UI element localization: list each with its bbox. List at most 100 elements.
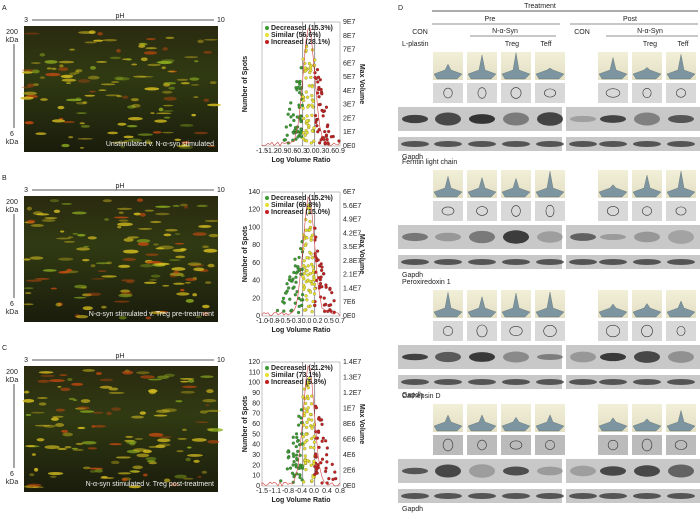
spot-point	[305, 459, 310, 463]
y-tick-label: 60	[252, 421, 260, 428]
gel-spot	[25, 413, 32, 417]
spot-point	[324, 285, 328, 289]
gel-spot	[89, 470, 97, 473]
blot-band	[600, 466, 626, 476]
spot-point	[308, 219, 312, 224]
spot-point	[310, 426, 314, 430]
spot-point	[296, 449, 300, 453]
gel-spot	[180, 288, 185, 292]
gel-spot	[161, 59, 175, 63]
gel-spot	[122, 58, 132, 61]
surface-peak	[433, 292, 463, 318]
gel-spot	[144, 141, 153, 145]
spot-crop	[467, 201, 497, 221]
spot-point	[298, 475, 302, 480]
spot-outline	[606, 324, 620, 338]
gel-spot	[168, 70, 177, 73]
gel-spot	[50, 475, 57, 478]
spot-point	[295, 457, 299, 461]
gel-spot	[174, 242, 185, 245]
spot-crop	[501, 201, 531, 221]
gel-spot	[136, 453, 150, 458]
spot-point	[285, 133, 289, 137]
legend-entry: Decreased (15.2%)	[271, 195, 333, 202]
spot-point	[320, 92, 324, 96]
y-tick-label: 0	[256, 313, 260, 320]
spot-point	[291, 113, 295, 117]
loading-control: Gapdh	[402, 154, 423, 161]
gel-spot	[31, 453, 37, 456]
spot-point	[292, 460, 296, 464]
gel-spot	[89, 90, 96, 93]
legend-entry: Increased (28.1%)	[271, 39, 330, 46]
gapdh-band	[667, 141, 695, 147]
gel-spot	[57, 447, 68, 451]
y2-axis-title: Max Volume	[358, 64, 365, 104]
gel-spot	[81, 258, 90, 262]
y2-tick-label: 2E7	[343, 115, 356, 122]
gel-spot	[34, 277, 50, 280]
y-tick-label: 80	[252, 400, 260, 407]
x-tick-label: 0.4	[322, 488, 332, 495]
gel-spot	[97, 270, 107, 272]
col-group: N-α-Syn	[637, 28, 663, 35]
legend-marker	[265, 196, 269, 200]
surface-peak	[467, 296, 497, 318]
spot-outline	[545, 204, 555, 218]
spot-crop	[666, 435, 696, 455]
gel-spot	[174, 138, 182, 141]
spot-point	[289, 101, 293, 105]
gel-spot	[82, 466, 91, 470]
gel-spot	[187, 262, 202, 266]
gel-spot	[24, 121, 34, 125]
spot-crop	[433, 201, 463, 221]
blot-band	[469, 230, 495, 244]
spot-point	[290, 308, 294, 312]
gel-spot	[180, 390, 195, 394]
gel-spot	[24, 32, 40, 35]
gel-spot	[75, 442, 84, 445]
spot-point	[281, 296, 286, 300]
y-tick-label: 0	[256, 483, 260, 490]
spot-outline	[476, 324, 488, 338]
gel-spot	[163, 478, 171, 483]
gel-spot	[198, 224, 212, 228]
spot-point	[311, 475, 315, 479]
gel-spot	[57, 386, 62, 388]
spot-crop	[666, 201, 696, 221]
gel-spot	[87, 75, 100, 80]
gel-spot	[161, 131, 174, 134]
gel-spot	[80, 399, 91, 403]
gel-spot	[127, 117, 143, 121]
spot-point	[288, 275, 292, 279]
gel-spot	[79, 122, 86, 125]
y-tick-label: 40	[252, 278, 260, 285]
gel-spot	[140, 375, 155, 379]
spot-point	[315, 68, 320, 72]
spot-point	[320, 481, 324, 485]
spot-point	[299, 298, 303, 302]
spot-point	[310, 94, 314, 98]
y2-tick-label: 1E7	[343, 406, 356, 413]
gel-spot	[45, 72, 61, 77]
y2-tick-label: 1.4E7	[343, 285, 361, 292]
y2-tick-label: 0E0	[343, 483, 356, 490]
spot-crop	[535, 201, 565, 221]
surface-peak	[535, 291, 565, 318]
spot-point	[309, 75, 313, 79]
spot-point	[324, 133, 329, 137]
gel-spot	[51, 119, 66, 123]
gel-spot	[102, 38, 118, 42]
gel-spot	[29, 473, 35, 477]
gel-spot	[116, 95, 122, 98]
gel-spot	[145, 37, 156, 41]
y2-tick-label: 4E7	[343, 88, 356, 95]
y2-tick-label: 2E6	[343, 468, 356, 475]
gel-spot	[92, 424, 107, 428]
spot-point	[305, 119, 309, 123]
gel-spot	[60, 387, 71, 392]
spot-point	[301, 57, 305, 61]
legend-marker	[265, 210, 269, 214]
spot-point	[303, 66, 307, 70]
gel-spot	[43, 424, 56, 428]
